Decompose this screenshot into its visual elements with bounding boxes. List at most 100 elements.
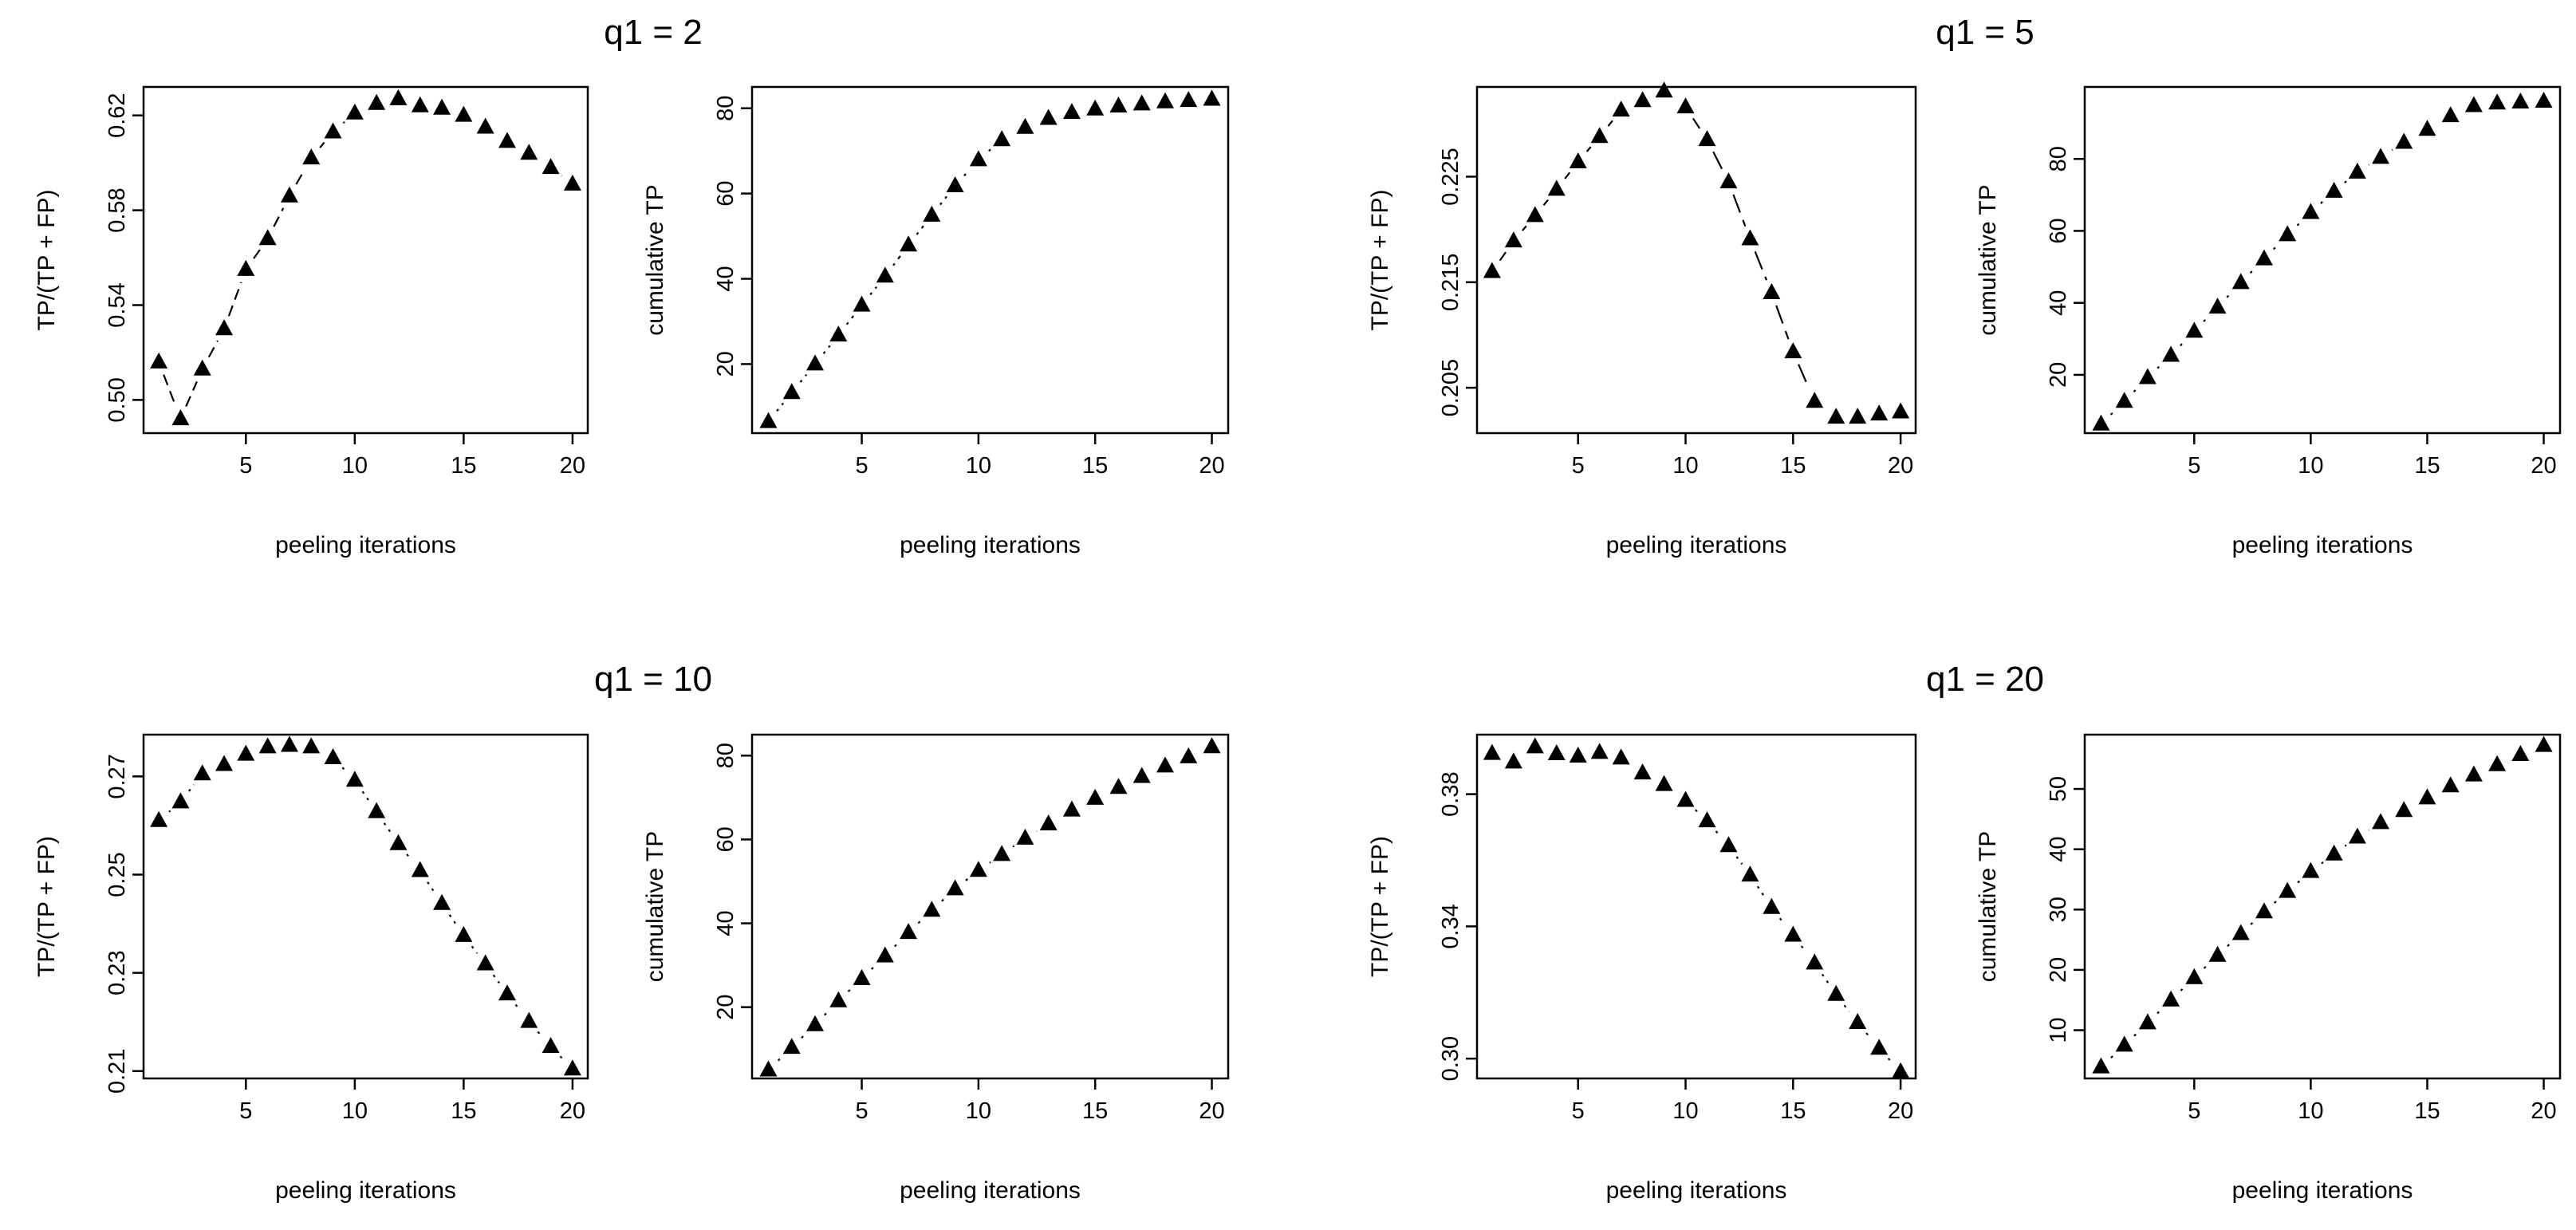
- plot-2-x-tick-label: 5: [855, 453, 868, 479]
- plot-5-point: [237, 744, 255, 761]
- plot-1-point: [324, 122, 342, 139]
- plot-8-point: [2255, 902, 2273, 919]
- plot-2-line-segment: [939, 195, 947, 206]
- plot-2-point: [923, 205, 941, 222]
- plot-5-y-tick-label: 0.27: [104, 754, 130, 798]
- plot-4-point: [2231, 273, 2250, 290]
- plot-2-point: [1016, 117, 1034, 134]
- plot-4-point: [2464, 96, 2483, 112]
- plot-7-point: [1806, 953, 1824, 970]
- plot-4-line-segment: [2272, 243, 2279, 250]
- plot-6-point: [1156, 756, 1174, 773]
- plot-8-point: [2138, 1013, 2157, 1030]
- plot-7-y-tick-label: 0.34: [1438, 904, 1463, 948]
- plot-3-point: [1892, 402, 1910, 419]
- plot-1-point: [345, 103, 364, 120]
- plot-7-point: [1676, 790, 1695, 807]
- plot-8-y-axis-label: cumulative TP: [1975, 831, 2001, 983]
- plot-8-point: [2208, 945, 2227, 962]
- plot-7-x-axis-label: peeling iterations: [1606, 1177, 1787, 1204]
- plot-3-y-tick-label: 0.215: [1438, 253, 1463, 311]
- plot-2-line-segment: [776, 402, 784, 412]
- plot-8-line-segment: [2250, 921, 2255, 925]
- plot-8-point: [2488, 755, 2507, 771]
- plot-8-y-tick-label: 50: [2046, 776, 2071, 802]
- plot-2-point: [1062, 103, 1081, 120]
- plot-3-line-segment: [1692, 117, 1701, 129]
- group-title-q1-2: q1 = 2: [604, 13, 703, 52]
- plot-6-y-tick-label: 40: [713, 910, 739, 936]
- plot-4-point: [2279, 225, 2297, 242]
- plot-8-y-tick-label: 10: [2046, 1017, 2071, 1043]
- plot-3-line-segment: [1564, 171, 1571, 179]
- plot-6-y-tick-label: 80: [713, 743, 739, 768]
- plot-5-point: [411, 861, 429, 877]
- plot-2-x-tick-label: 10: [966, 453, 991, 479]
- plot-5-point: [368, 802, 386, 818]
- plot-2-point: [806, 354, 825, 371]
- plot-3-line-segment: [1798, 364, 1810, 390]
- plot-5-x-tick-label: 5: [239, 1098, 252, 1124]
- plot-6-point: [1203, 737, 1221, 754]
- plot-4-x-tick-label: 10: [2298, 453, 2323, 479]
- plot-2-point: [900, 235, 918, 252]
- plot-7-point: [1719, 836, 1738, 853]
- plot-4-point: [2372, 148, 2390, 164]
- plot-5-plot-frame: [142, 733, 589, 1080]
- plot-6: 5 10 15 20 20 40 60 80 peeling iterations cumulat…: [642, 733, 1230, 1204]
- plot-1-point: [455, 105, 473, 122]
- plot-1-y-tick-label: 0.62: [104, 93, 130, 137]
- plot-3-point: [1719, 172, 1738, 189]
- plot-8-point: [2395, 801, 2413, 818]
- plot-1-plot-frame: [142, 85, 589, 435]
- plot-1-point: [171, 409, 190, 426]
- plot-1-point: [411, 96, 429, 112]
- plot-8-point: [2115, 1035, 2133, 1052]
- plot-5-y-axis-label: TP/(TP + FP): [33, 836, 60, 977]
- plot-7-line-segment: [1887, 1058, 1893, 1062]
- plot-7-y-tick-label: 0.30: [1438, 1036, 1463, 1081]
- plot-5-line-segment: [448, 914, 457, 925]
- plot-3-point: [1827, 408, 1845, 424]
- plot-1-point: [150, 352, 168, 369]
- plot-6-plot-frame: [750, 733, 1230, 1080]
- plot-3-point: [1612, 101, 1630, 117]
- plot-7-point: [1633, 763, 1652, 780]
- plot-6-point: [853, 968, 871, 985]
- plot-6-y-tick-label: 20: [713, 995, 739, 1020]
- plot-4-point: [2092, 414, 2110, 431]
- plot-6-point: [876, 946, 894, 963]
- plot-4-y-tick-label: 60: [2046, 218, 2071, 243]
- plot-8-point: [2464, 765, 2483, 782]
- plot-7-x-tick-label: 5: [1572, 1098, 1585, 1124]
- plot-1-line-segment: [342, 121, 345, 124]
- plot-3-point: [1698, 130, 1716, 147]
- plot-3-point: [1784, 342, 1802, 359]
- plot-1: 5 10 15 20 0.50 0.54 0.58 0.62 peeling iteration…: [33, 85, 589, 558]
- plot-8-line-segment: [2203, 964, 2209, 969]
- plot-4-line-segment: [2320, 199, 2325, 204]
- plot-7-point: [1526, 737, 1544, 754]
- plot-8-line-segment: [2110, 1054, 2115, 1059]
- plot-8-y-tick-label: 30: [2046, 897, 2071, 922]
- plot-8-x-tick-label: 10: [2298, 1098, 2323, 1124]
- plot-1-y-tick-label: 0.50: [104, 377, 130, 422]
- plot-4-line-segment: [2157, 364, 2162, 369]
- plot-5-line-segment: [427, 881, 435, 893]
- plot-7-point: [1504, 752, 1522, 769]
- plot-3-y-tick-label: 0.205: [1438, 359, 1463, 417]
- plot-3-x-tick-label: 15: [1780, 453, 1806, 479]
- plot-8-point: [2348, 827, 2366, 844]
- plot-5-point: [433, 893, 451, 910]
- plot-1-point: [542, 158, 560, 175]
- plot-8-line-segment: [2133, 1031, 2139, 1037]
- plot-8-y-tick-label: 40: [2046, 837, 2071, 862]
- plot-2-line-segment: [963, 169, 971, 177]
- plot-1-x-tick-label: 15: [451, 453, 476, 479]
- plot-3-line-segment: [1712, 151, 1723, 171]
- plot-7-y-axis-label: TP/(TP + FP): [1367, 836, 1393, 977]
- plot-1-x-tick-label: 10: [342, 453, 368, 479]
- plot-8: 5 10 15 20 10 20 30 40 50 peeling iterations cumul…: [1975, 733, 2562, 1204]
- plot-7-point: [1612, 748, 1630, 765]
- plot-8-point: [2325, 844, 2343, 861]
